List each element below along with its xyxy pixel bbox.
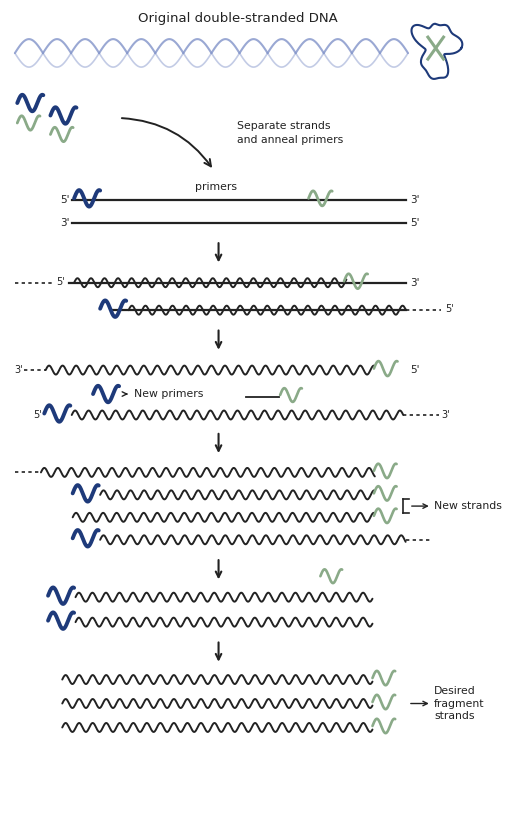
Polygon shape bbox=[412, 24, 462, 79]
Text: 5': 5' bbox=[57, 276, 66, 287]
Text: 5': 5' bbox=[410, 365, 420, 375]
Text: primers: primers bbox=[195, 182, 237, 192]
Text: Separate strands
and anneal primers: Separate strands and anneal primers bbox=[238, 121, 344, 144]
Text: Original double-stranded DNA: Original double-stranded DNA bbox=[138, 12, 337, 25]
Text: 5': 5' bbox=[445, 304, 454, 314]
Text: 3': 3' bbox=[441, 410, 450, 420]
Text: 3': 3' bbox=[14, 365, 23, 375]
Text: 5': 5' bbox=[60, 196, 69, 205]
Text: New primers: New primers bbox=[134, 389, 204, 398]
Text: 3': 3' bbox=[410, 196, 420, 205]
Text: New strands: New strands bbox=[434, 501, 502, 512]
Text: 5': 5' bbox=[34, 410, 42, 420]
Text: Desired
fragment
strands: Desired fragment strands bbox=[434, 686, 484, 721]
Text: 3': 3' bbox=[60, 218, 69, 228]
Text: 3': 3' bbox=[410, 278, 420, 288]
Text: 5': 5' bbox=[410, 218, 420, 228]
